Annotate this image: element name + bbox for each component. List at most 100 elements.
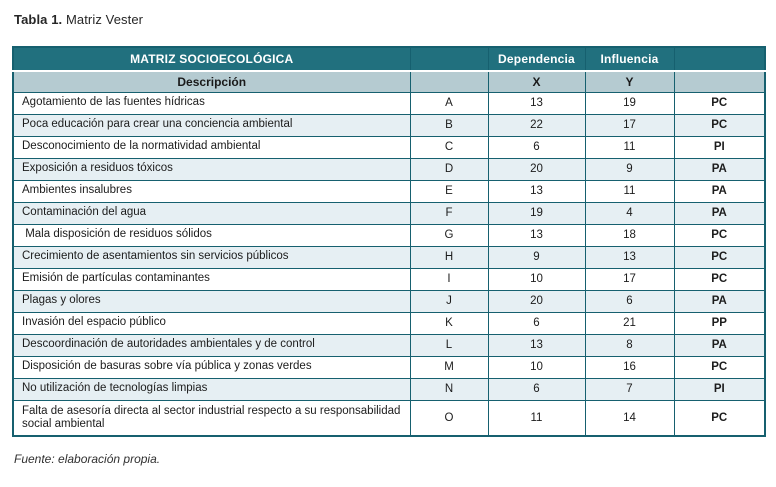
cell-letter: G [409, 223, 489, 247]
cell-code: PC [673, 399, 766, 437]
cell-code: PI [673, 135, 766, 159]
header-empty-code-cell [673, 46, 766, 72]
cell-x-value: 6 [487, 135, 586, 159]
cell-description: Plagas y olores [12, 289, 411, 313]
cell-y-value: 11 [584, 179, 675, 203]
header-influencia: Influencia [584, 46, 675, 72]
cell-x-value: 13 [487, 179, 586, 203]
cell-letter: O [409, 399, 489, 437]
table-row: Descoordinación de autoridades ambiental… [12, 333, 766, 357]
subheader-x: X [487, 70, 586, 93]
cell-x-value: 13 [487, 223, 586, 247]
cell-x-value: 22 [487, 113, 586, 137]
cell-letter: L [409, 333, 489, 357]
cell-letter: H [409, 245, 489, 269]
cell-x-value: 9 [487, 245, 586, 269]
subheader-y: Y [584, 70, 675, 93]
cell-letter: K [409, 311, 489, 335]
cell-letter: N [409, 377, 489, 401]
table-row: Exposición a residuos tóxicos D 20 9 PA [12, 157, 766, 181]
cell-letter: A [409, 91, 489, 115]
cell-code: PC [673, 91, 766, 115]
cell-description: Descoordinación de autoridades ambiental… [12, 333, 411, 357]
cell-y-value: 21 [584, 311, 675, 335]
cell-y-value: 19 [584, 91, 675, 115]
source-note: Fuente: elaboración propia. [14, 452, 161, 466]
cell-code: PC [673, 245, 766, 269]
table-header-row: MATRIZ SOCIOECOLÓGICA Dependencia Influe… [12, 46, 766, 72]
cell-code: PP [673, 311, 766, 335]
cell-y-value: 7 [584, 377, 675, 401]
table-row: Contaminación del agua F 19 4 PA [12, 201, 766, 225]
table-row: Desconocimiento de la normatividad ambie… [12, 135, 766, 159]
cell-description: Mala disposición de residuos sólidos [12, 223, 411, 247]
cell-description: Disposición de basuras sobre vía pública… [12, 355, 411, 379]
cell-x-value: 10 [487, 267, 586, 291]
cell-x-value: 13 [487, 333, 586, 357]
cell-letter: B [409, 113, 489, 137]
cell-y-value: 16 [584, 355, 675, 379]
table-row: Agotamiento de las fuentes hídricas A 13… [12, 91, 766, 115]
cell-description: Agotamiento de las fuentes hídricas [12, 91, 411, 115]
cell-description: No utilización de tecnologías limpias [12, 377, 411, 401]
cell-y-value: 11 [584, 135, 675, 159]
cell-code: PC [673, 355, 766, 379]
subheader-empty-code-cell [673, 70, 766, 93]
cell-letter: E [409, 179, 489, 203]
cell-code: PA [673, 333, 766, 357]
cell-code: PA [673, 157, 766, 181]
cell-y-value: 14 [584, 399, 675, 437]
subheader-empty-letter-cell [409, 70, 489, 93]
header-dependencia: Dependencia [487, 46, 586, 72]
cell-description: Exposición a residuos tóxicos [12, 157, 411, 181]
table-number-label: Tabla 1. [14, 12, 63, 27]
cell-x-value: 10 [487, 355, 586, 379]
cell-y-value: 13 [584, 245, 675, 269]
table-row: Crecimiento de asentamientos sin servici… [12, 245, 766, 269]
cell-code: PC [673, 113, 766, 137]
table-subheader-row: Descripción X Y [12, 70, 766, 93]
table-row: No utilización de tecnologías limpias N … [12, 377, 766, 401]
cell-y-value: 6 [584, 289, 675, 313]
cell-letter: C [409, 135, 489, 159]
cell-code: PI [673, 377, 766, 401]
cell-letter: M [409, 355, 489, 379]
cell-description: Contaminación del agua [12, 201, 411, 225]
cell-letter: F [409, 201, 489, 225]
cell-x-value: 20 [487, 289, 586, 313]
cell-y-value: 18 [584, 223, 675, 247]
cell-description: Poca educación para crear una conciencia… [12, 113, 411, 137]
header-empty-letter-cell [409, 46, 489, 72]
matriz-vester-table: MATRIZ SOCIOECOLÓGICA Dependencia Influe… [12, 46, 766, 437]
table-row: Invasión del espacio público K 6 21 PP [12, 311, 766, 335]
cell-description: Falta de asesoría directa al sector indu… [12, 399, 411, 437]
cell-x-value: 6 [487, 377, 586, 401]
cell-code: PC [673, 223, 766, 247]
cell-code: PA [673, 289, 766, 313]
cell-letter: D [409, 157, 489, 181]
cell-description: Desconocimiento de la normatividad ambie… [12, 135, 411, 159]
cell-x-value: 20 [487, 157, 586, 181]
cell-x-value: 6 [487, 311, 586, 335]
table-row: Plagas y olores J 20 6 PA [12, 289, 766, 313]
cell-description: Emisión de partículas contaminantes [12, 267, 411, 291]
table-row: Disposición de basuras sobre vía pública… [12, 355, 766, 379]
cell-x-value: 11 [487, 399, 586, 437]
cell-y-value: 17 [584, 113, 675, 137]
cell-y-value: 9 [584, 157, 675, 181]
cell-code: PA [673, 179, 766, 203]
cell-code: PC [673, 267, 766, 291]
cell-description: Invasión del espacio público [12, 311, 411, 335]
cell-letter: I [409, 267, 489, 291]
cell-description: Ambientes insalubres [12, 179, 411, 203]
table-row: Emisión de partículas contaminantes I 10… [12, 267, 766, 291]
cell-x-value: 13 [487, 91, 586, 115]
table-row: Ambientes insalubres E 13 11 PA [12, 179, 766, 203]
table-row: Mala disposición de residuos sólidos G 1… [12, 223, 766, 247]
subheader-descripcion: Descripción [12, 70, 411, 93]
cell-y-value: 8 [584, 333, 675, 357]
page-title: Tabla 1. Matriz Vester [14, 12, 764, 27]
cell-y-value: 17 [584, 267, 675, 291]
cell-code: PA [673, 201, 766, 225]
cell-letter: J [409, 289, 489, 313]
